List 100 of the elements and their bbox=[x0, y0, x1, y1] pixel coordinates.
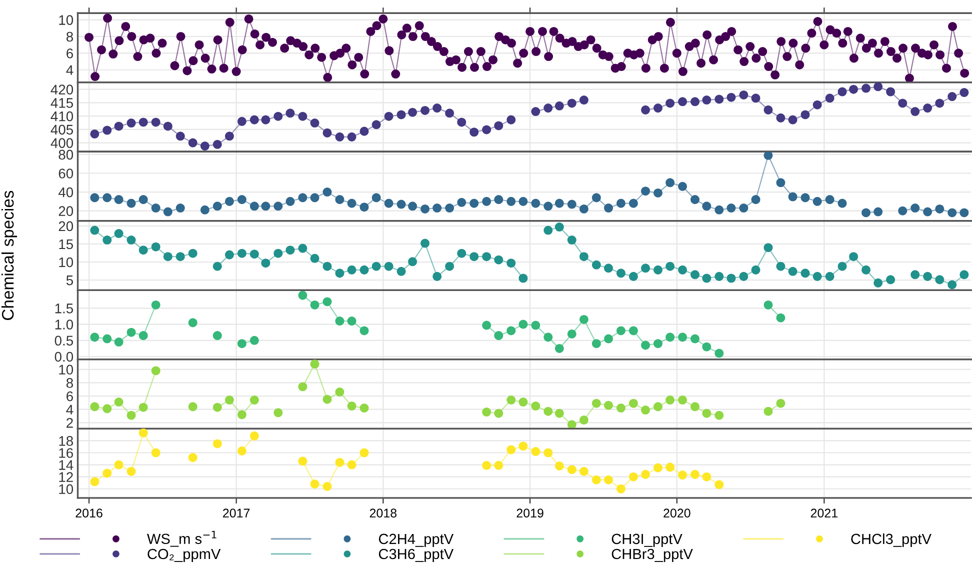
point bbox=[567, 329, 576, 338]
point bbox=[764, 300, 773, 310]
point bbox=[518, 398, 528, 407]
point bbox=[531, 447, 540, 456]
point bbox=[494, 331, 504, 340]
point bbox=[138, 428, 148, 438]
point bbox=[714, 480, 724, 490]
y-tick-label: 16 bbox=[59, 448, 73, 458]
point bbox=[360, 404, 369, 413]
point bbox=[554, 408, 564, 418]
point bbox=[579, 415, 588, 425]
y-tick-label: 10 bbox=[59, 257, 74, 268]
point bbox=[690, 402, 700, 412]
point bbox=[90, 477, 100, 486]
point bbox=[151, 300, 160, 310]
point bbox=[114, 337, 124, 347]
point bbox=[640, 470, 650, 479]
x-tick-label: 2017 bbox=[223, 508, 250, 518]
point bbox=[640, 406, 650, 415]
point bbox=[298, 382, 308, 392]
y-tick-label: 18 bbox=[59, 436, 73, 446]
point bbox=[310, 480, 320, 489]
y-tick-label: 4 bbox=[66, 65, 74, 75]
point bbox=[702, 408, 712, 418]
x-tick-label: 2018 bbox=[370, 508, 397, 518]
point bbox=[640, 340, 650, 350]
point bbox=[776, 313, 786, 322]
point bbox=[494, 408, 504, 418]
y-tick-label: 8 bbox=[66, 378, 73, 388]
y-tick-label: 80 bbox=[58, 150, 74, 160]
y-tick-label: 10 bbox=[59, 364, 74, 375]
y-axis-title: Chemical species bbox=[1, 190, 18, 320]
point bbox=[494, 460, 504, 470]
x-tick-label: 2019 bbox=[516, 508, 544, 518]
y-tick-label: 8 bbox=[66, 32, 73, 42]
y-tick-label: 0.0 bbox=[54, 352, 74, 362]
y-tick-label: 5 bbox=[66, 276, 74, 286]
point bbox=[347, 316, 356, 326]
point bbox=[714, 410, 724, 420]
point bbox=[237, 410, 246, 420]
point bbox=[592, 398, 601, 408]
point bbox=[237, 339, 246, 348]
y-tick-label: 6 bbox=[66, 391, 73, 402]
point bbox=[702, 342, 712, 352]
point bbox=[776, 398, 786, 408]
point bbox=[335, 388, 344, 397]
y-tick-label: 40 bbox=[58, 187, 74, 198]
point bbox=[102, 334, 112, 344]
point bbox=[126, 328, 136, 337]
point bbox=[506, 396, 516, 405]
point bbox=[506, 445, 516, 454]
y-tick-label: 20 bbox=[58, 221, 74, 232]
y-tick-label: 10 bbox=[59, 484, 74, 494]
point bbox=[518, 320, 528, 329]
x-tick-label: 2016 bbox=[76, 508, 102, 518]
point bbox=[604, 475, 614, 484]
point bbox=[628, 472, 638, 482]
point bbox=[544, 448, 553, 458]
point bbox=[90, 402, 100, 412]
point bbox=[212, 331, 222, 340]
point bbox=[360, 326, 369, 336]
point bbox=[666, 332, 675, 342]
point bbox=[616, 326, 626, 336]
point bbox=[579, 314, 588, 324]
point bbox=[592, 475, 601, 484]
legend-label: CHBr3_pptV bbox=[612, 548, 693, 562]
point bbox=[628, 326, 638, 336]
x-tick-label: 2020 bbox=[664, 508, 690, 518]
legend-label: C3H6_pptV bbox=[378, 548, 454, 562]
point bbox=[310, 360, 320, 369]
point bbox=[554, 461, 564, 471]
y-tick-label: 2 bbox=[66, 418, 73, 428]
point bbox=[702, 472, 712, 482]
point bbox=[482, 320, 492, 330]
legend-label: CO₂_ppmV bbox=[148, 548, 221, 562]
point bbox=[764, 406, 773, 416]
point bbox=[360, 448, 369, 458]
point bbox=[237, 446, 246, 456]
point bbox=[250, 431, 259, 440]
point bbox=[90, 332, 100, 342]
y-tick-label: 405 bbox=[50, 124, 74, 135]
point bbox=[653, 339, 662, 348]
point bbox=[544, 332, 553, 342]
legend-label: CH3I_pptV bbox=[612, 534, 682, 547]
y-tick-label: 20 bbox=[58, 206, 74, 216]
y-tick-label: 15 bbox=[59, 239, 74, 250]
point bbox=[188, 318, 198, 328]
point bbox=[114, 460, 124, 470]
point bbox=[482, 460, 492, 470]
point bbox=[678, 332, 688, 342]
point bbox=[335, 316, 344, 326]
point bbox=[335, 458, 344, 467]
point bbox=[298, 290, 308, 300]
y-tick-label: 4 bbox=[66, 404, 74, 414]
point bbox=[653, 463, 662, 472]
point bbox=[151, 448, 160, 458]
y-tick-label: 14 bbox=[59, 460, 74, 470]
y-tick-label: 400 bbox=[50, 138, 74, 148]
point bbox=[567, 465, 576, 474]
point bbox=[678, 396, 688, 405]
